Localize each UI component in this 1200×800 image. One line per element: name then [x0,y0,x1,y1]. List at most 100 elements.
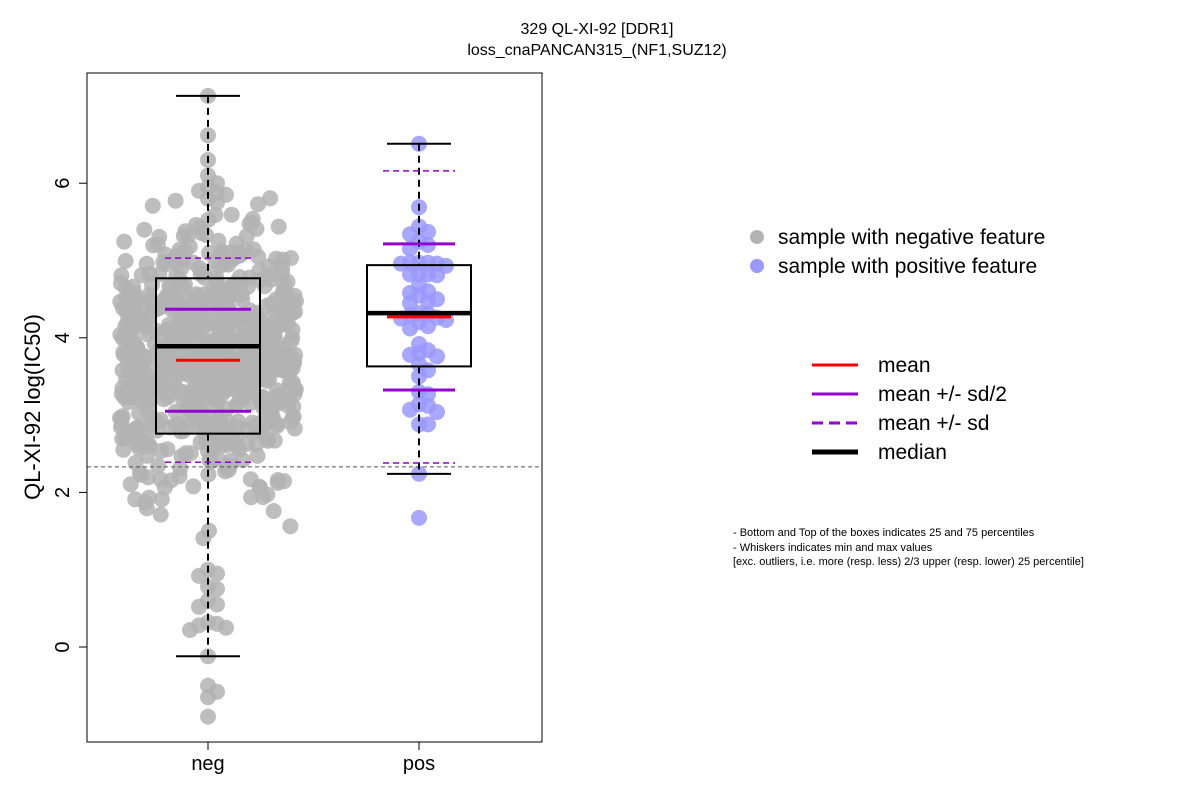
points-layer [112,88,454,725]
pos-point [402,321,418,337]
neg-point [115,408,131,424]
neg-point [142,438,158,454]
neg-point [168,248,184,264]
neg-point [285,361,301,377]
neg-point [140,392,156,408]
pos-point [429,348,445,364]
neg-point [270,475,286,491]
neg-point [287,421,303,437]
neg-point [182,622,198,638]
neg-point [278,284,294,300]
neg-point [145,198,161,214]
neg-point [191,599,207,615]
neg-point [216,328,232,344]
neg-point [128,296,144,312]
neg-point [206,292,222,308]
neg-point [208,386,224,402]
neg-point [232,277,248,293]
neg-point [208,400,224,416]
neg-point [235,316,251,332]
pos-point [429,267,445,283]
neg-point [272,303,288,319]
neg-point [218,620,234,636]
neg-point [209,597,225,613]
y-tick-label: 0 [52,641,74,652]
y-tick-label: 2 [52,487,74,498]
neg-point [273,390,289,406]
neg-point [269,418,285,434]
y-tick-label: 4 [52,332,74,343]
neg-point [188,286,204,302]
neg-point [140,361,156,377]
neg-point [241,347,257,363]
neg-point [122,375,138,391]
neg-point [136,222,152,238]
note-line-1: - Bottom and Top of the boxes indicates … [733,527,1035,539]
neg-point [129,340,145,356]
neg-point [260,431,276,447]
pos-point [420,318,436,334]
neg-point [153,507,169,523]
neg-point [159,322,175,338]
neg-point [285,375,301,391]
neg-point [282,518,298,534]
chart-subtitle: loss_cnaPANCAN315_(NF1,SUZ12) [467,42,726,59]
neg-point [250,196,266,212]
neg-point [245,211,261,227]
neg-point [197,263,213,279]
neg-point [184,405,200,421]
neg-point [243,471,259,487]
legend-line-label-1: mean +/- sd/2 [878,383,1007,406]
neg-point [151,229,167,245]
neg-point [113,267,129,283]
boxplot-chart: 329 QL-XI-92 [DDR1] loss_cnaPANCAN315_(N… [0,0,1200,800]
legend-label-positive: sample with positive feature [778,255,1037,278]
neg-point [124,390,140,406]
y-axis: 0 2 4 6 [52,178,87,653]
pos-point [411,510,427,526]
neg-point [274,316,290,332]
neg-point [185,478,201,494]
y-axis-label: QL-XI-92 log(IC50) [20,314,45,500]
neg-point [123,476,139,492]
neg-point [287,304,303,320]
pos-point [402,402,418,418]
chart-title: 329 QL-XI-92 [DDR1] [521,21,674,38]
neg-point [117,430,133,446]
neg-point [182,239,198,255]
neg-point [137,495,153,511]
neg-point [218,364,234,380]
neg-point [172,468,188,484]
legend-label-negative: sample with negative feature [778,226,1045,249]
neg-point [226,379,242,395]
neg-point [209,195,225,211]
legend-swatch-negative [750,230,764,244]
x-tick-label-neg: neg [191,753,224,775]
x-axis: neg pos [191,742,435,775]
legend-line-label-3: median [878,441,947,464]
neg-point [168,193,184,209]
neg-point [200,709,216,725]
neg-point [160,441,176,457]
neg-point [167,379,183,395]
neg-point [222,458,238,474]
legend-line-label-0: mean [878,354,931,377]
neg-point [116,234,132,250]
neg-point [224,207,240,223]
y-tick-label: 6 [52,178,74,189]
pos-point [420,416,436,432]
neg-point [183,445,199,461]
neg-point [271,219,287,235]
neg-point [249,305,265,321]
legend-line-label-2: mean +/- sd [878,412,989,435]
neg-point [172,354,188,370]
neg-point [246,241,262,257]
neg-point [125,320,141,336]
neg-point [204,439,220,455]
legend-swatch-positive [750,259,764,273]
neg-point [118,253,134,269]
neg-point [266,503,282,519]
x-tick-label-pos: pos [403,753,435,775]
neg-point [214,350,230,366]
note-line-3: [exc. outliers, i.e. more (resp. less) 2… [733,556,1084,568]
